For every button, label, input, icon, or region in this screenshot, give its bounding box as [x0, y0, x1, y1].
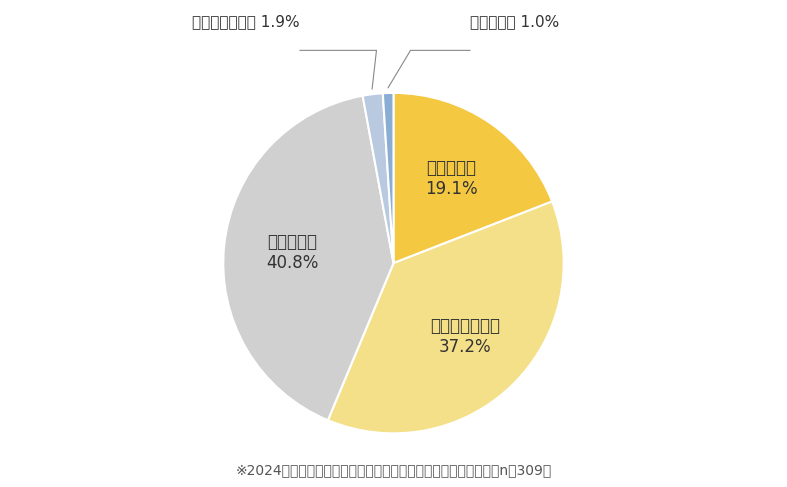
Wedge shape — [382, 93, 394, 263]
Wedge shape — [363, 93, 394, 263]
Text: 後倒しする 1.0%: 後倒しする 1.0% — [470, 14, 560, 29]
Wedge shape — [328, 202, 563, 433]
Wedge shape — [224, 96, 394, 420]
Text: ※2024年卒採用でインターンシップを実施していた企業が回答（n＝309）: ※2024年卒採用でインターンシップを実施していた企業が回答（n＝309） — [235, 463, 552, 477]
Wedge shape — [394, 93, 552, 263]
Text: 前倒しする
19.1%: 前倒しする 19.1% — [425, 159, 478, 198]
Text: やや後倒しする 1.9%: やや後倒しする 1.9% — [192, 14, 300, 29]
Text: やや前倒しする
37.2%: やや前倒しする 37.2% — [430, 317, 500, 356]
Text: 変更しない
40.8%: 変更しない 40.8% — [266, 233, 318, 272]
